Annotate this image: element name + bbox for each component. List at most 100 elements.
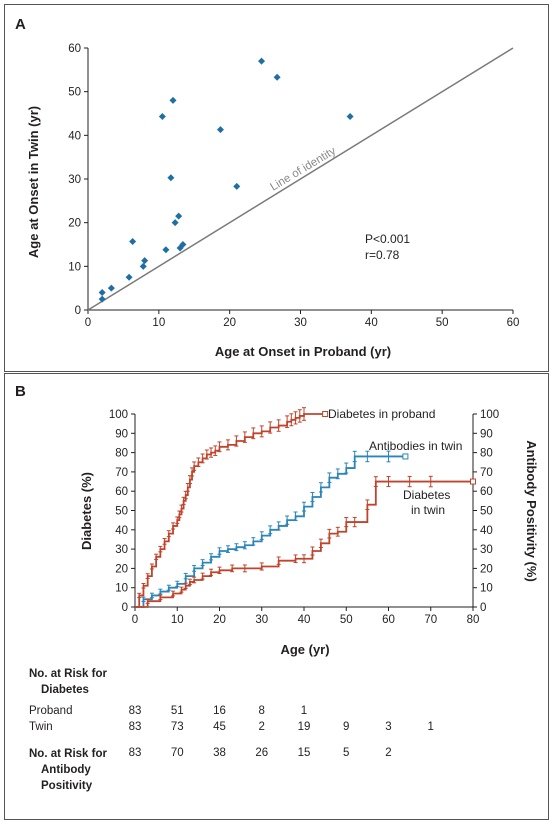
x-tick-label-a: 40 (365, 317, 378, 329)
twin-risk-count: 9 (343, 721, 350, 733)
scatter-point (162, 246, 170, 254)
y-tick-label-a: 20 (68, 218, 81, 230)
x-tick-label-a: 10 (152, 317, 165, 329)
y-tick-label-left: 100 (109, 409, 128, 421)
scatter-point (125, 273, 133, 281)
y-tick-label-left: 50 (115, 506, 128, 518)
scatter-point (107, 284, 115, 292)
scatter-point (169, 96, 177, 104)
twin-risk-count: 19 (297, 721, 311, 733)
y-tick-label-left: 40 (115, 525, 128, 537)
identity-line-label: Line of identity (268, 145, 338, 194)
x-tick-label-b: 40 (298, 614, 311, 626)
y-tick-label-right: 60 (480, 486, 493, 498)
y-tick-label-left: 10 (115, 583, 128, 595)
scatter-point (141, 257, 149, 265)
y-tick-label-left: 90 (115, 428, 128, 440)
scatter-point (158, 113, 166, 121)
antibody-risk-count: 2 (385, 747, 392, 759)
y-tick-label-a: 10 (68, 261, 81, 273)
y-tick-label-a: 0 (75, 305, 81, 317)
curve-end-marker (470, 478, 476, 485)
y-tick-label-a: 40 (68, 130, 81, 142)
proband-risk-count: 8 (258, 705, 265, 717)
x-tick-label-b: 80 (467, 614, 480, 626)
twin-risk-count: 1 (427, 721, 434, 733)
antibody-risk-count: 70 (170, 747, 184, 759)
twin-series-label-line2: in twin (411, 503, 445, 517)
r-value-annotation: r=0.78 (365, 248, 400, 262)
scatter-point (179, 241, 187, 248)
diabetes-risk-title-1: No. at Risk for (29, 668, 107, 680)
scatter-chart: A 0 10 20 30 40 50 60 0 10 20 30 40 50 60 Age at Onse… (15, 16, 520, 359)
p-value-annotation: P<0.001 (365, 232, 410, 246)
identity-line (87, 47, 514, 311)
y-tick-label-right: 30 (480, 544, 493, 556)
x-axis-label-a: Age at Onset in Proband (yr) (215, 344, 391, 359)
twin-risk-count: 45 (213, 721, 226, 733)
y-tick-label-left: 20 (115, 563, 128, 575)
antibody-risk-count: 15 (297, 747, 311, 759)
x-axis-label-b: Age (yr) (280, 642, 329, 657)
proband-row-label: Proband (29, 705, 73, 717)
proband-risk-count: 83 (128, 705, 142, 717)
y-axis-label-right: Antibody Positivity (%) (524, 440, 539, 582)
y-axis-label-a: Age at Onset in Twin (yr) (26, 106, 41, 258)
curve-end-marker (322, 411, 329, 417)
y-tick-label-a: 30 (68, 174, 81, 186)
x-tick-label-b: 60 (382, 614, 395, 626)
scatter-point (233, 182, 241, 190)
panel-a: A 0 10 20 30 40 50 60 0 10 20 30 40 50 60 Age at Onse… (4, 4, 549, 372)
x-tick-label-a: 30 (294, 317, 307, 329)
x-tick-label-b: 10 (171, 614, 184, 626)
antibody-risk-count: 5 (343, 747, 350, 759)
scatter-point (129, 237, 137, 245)
y-tick-label-a: 60 (68, 43, 81, 55)
y-tick-label-right: 90 (480, 428, 493, 440)
scatter-point (139, 262, 147, 270)
y-tick-label-right: 100 (480, 409, 499, 421)
x-tick-label-b: 30 (255, 614, 268, 626)
x-tick-label-b: 50 (340, 614, 353, 626)
y-tick-label-right: 80 (480, 448, 493, 460)
twin-row-label: Twin (29, 721, 53, 733)
y-tick-label-right: 70 (480, 467, 493, 479)
curve-end-marker (402, 453, 409, 460)
twin-series-label-line1: Diabetes (403, 488, 450, 502)
antibodies-series-label: Antibodies in twin (369, 439, 462, 453)
x-tick-label-b: 0 (132, 614, 138, 626)
diabetes-risk-title-2: Diabetes (41, 684, 89, 696)
antibody-risk-count: 26 (255, 747, 269, 759)
y-tick-label-left: 0 (122, 602, 128, 614)
y-tick-label-a: 50 (68, 87, 81, 99)
x-tick-label-a: 20 (223, 317, 236, 329)
proband-risk-count: 16 (213, 705, 226, 717)
scatter-point (167, 174, 175, 182)
antibody-risk-count: 83 (128, 747, 142, 759)
y-tick-label-right: 40 (480, 525, 493, 537)
proband-curve (135, 413, 326, 608)
scatter-point (98, 289, 106, 297)
scatter-point (258, 57, 266, 65)
y-tick-label-right: 50 (480, 506, 493, 518)
antibody-risk-title-1: No. at Risk for (29, 748, 107, 760)
twin-risk-count: 3 (385, 721, 392, 733)
panel-a-label: A (15, 16, 26, 33)
antibody-risk-count: 38 (213, 747, 226, 759)
panel-b-label: B (15, 383, 26, 400)
y-tick-label-right: 0 (480, 602, 486, 614)
antibody-risk-title-3: Positivity (41, 780, 93, 792)
scatter-point (216, 126, 224, 134)
y-tick-label-right: 20 (480, 563, 493, 575)
twin-risk-count: 73 (170, 721, 184, 733)
x-tick-label-a: 60 (507, 317, 520, 329)
scatter-point (175, 212, 183, 220)
proband-series-label: Diabetes in proband (328, 407, 435, 421)
y-tick-label-left: 60 (115, 486, 128, 498)
scatter-point (346, 113, 354, 121)
scatter-point (171, 219, 179, 227)
proband-risk-count: 51 (170, 705, 184, 717)
scatter-point (98, 295, 106, 303)
x-tick-label-b: 70 (424, 614, 437, 626)
